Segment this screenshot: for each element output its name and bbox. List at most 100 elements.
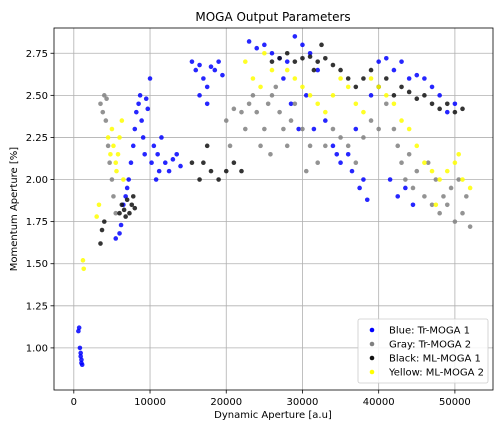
data-point	[353, 101, 359, 107]
data-point	[323, 143, 328, 149]
data-point	[429, 168, 435, 174]
data-point	[143, 96, 149, 102]
data-point	[368, 118, 374, 123]
data-point	[307, 93, 313, 98]
data-point	[368, 76, 374, 81]
data-point	[208, 64, 214, 70]
data-point	[129, 202, 135, 208]
data-point	[262, 126, 267, 132]
data-point	[330, 93, 336, 98]
data-point	[269, 59, 275, 64]
data-point	[139, 118, 144, 123]
data-point	[193, 67, 199, 73]
data-point	[189, 160, 195, 165]
data-point	[406, 76, 412, 81]
data-point	[376, 84, 381, 90]
series-3	[98, 42, 465, 246]
data-point	[113, 236, 119, 241]
data-point	[460, 177, 465, 182]
data-point	[288, 118, 294, 123]
data-point	[437, 177, 442, 182]
data-point	[231, 160, 237, 165]
data-point	[121, 207, 127, 213]
data-point	[107, 160, 112, 165]
legend-marker	[369, 341, 375, 347]
data-point	[292, 101, 298, 107]
x-tick-label: 0	[71, 397, 77, 408]
data-point	[246, 39, 252, 44]
data-point	[98, 241, 103, 246]
data-point	[300, 84, 305, 90]
data-point	[243, 59, 248, 64]
data-point	[223, 168, 229, 174]
data-point	[130, 194, 136, 199]
data-point	[399, 118, 404, 123]
data-point	[166, 168, 172, 174]
data-point	[311, 67, 317, 73]
data-point	[383, 101, 389, 107]
data-point	[460, 210, 465, 216]
data-point	[246, 101, 252, 107]
data-point	[78, 350, 83, 356]
y-axis-label: Momentum Aperture [%]	[9, 147, 20, 271]
data-point	[307, 50, 313, 56]
data-point	[159, 135, 164, 140]
data-point	[345, 84, 351, 90]
data-point	[399, 59, 404, 64]
data-point	[124, 185, 130, 191]
data-point	[104, 96, 109, 102]
data-point	[239, 109, 244, 115]
data-point	[422, 93, 427, 98]
data-point	[121, 177, 126, 182]
data-point	[307, 143, 313, 149]
data-point	[334, 151, 340, 157]
data-point	[364, 197, 370, 203]
data-point	[109, 126, 115, 132]
data-point	[383, 76, 389, 81]
data-point	[414, 168, 420, 174]
data-point	[79, 360, 84, 366]
x-axis-ticks: 0 10000 20000 30000 40000 50000	[71, 390, 471, 408]
data-point	[338, 135, 343, 140]
data-point	[243, 126, 248, 132]
data-point	[456, 151, 462, 157]
data-point	[338, 67, 343, 73]
data-point	[403, 177, 408, 182]
data-point	[353, 126, 359, 132]
data-point	[262, 50, 267, 56]
data-point	[137, 93, 143, 98]
data-point	[338, 76, 343, 81]
x-axis-label: Dynamic Aperture [a.u]	[214, 410, 332, 421]
data-point	[197, 62, 202, 68]
data-point	[78, 354, 83, 359]
y-tick-label: 1.00	[26, 343, 48, 354]
data-point	[142, 151, 147, 157]
data-point	[399, 160, 404, 165]
data-point	[433, 202, 439, 208]
data-point	[111, 143, 116, 149]
data-point	[422, 76, 427, 81]
data-point	[239, 168, 244, 174]
data-point	[323, 109, 328, 115]
data-point	[126, 177, 131, 182]
data-point	[444, 101, 450, 107]
data-point	[265, 101, 271, 107]
data-point	[156, 168, 162, 174]
data-point	[277, 56, 282, 61]
data-point	[315, 59, 321, 64]
data-point	[323, 118, 328, 123]
data-point	[140, 135, 146, 140]
y-tick-label: 1.75	[26, 217, 48, 228]
data-point	[368, 93, 374, 98]
data-point	[250, 93, 256, 98]
data-point	[109, 177, 115, 182]
data-point	[223, 118, 229, 123]
data-point	[361, 177, 366, 182]
data-point	[134, 109, 139, 115]
legend-label: Yellow: ML-MOGA 2	[388, 368, 484, 379]
data-point	[452, 219, 458, 224]
data-point	[376, 126, 381, 132]
data-point	[437, 210, 442, 216]
data-point	[391, 67, 397, 73]
